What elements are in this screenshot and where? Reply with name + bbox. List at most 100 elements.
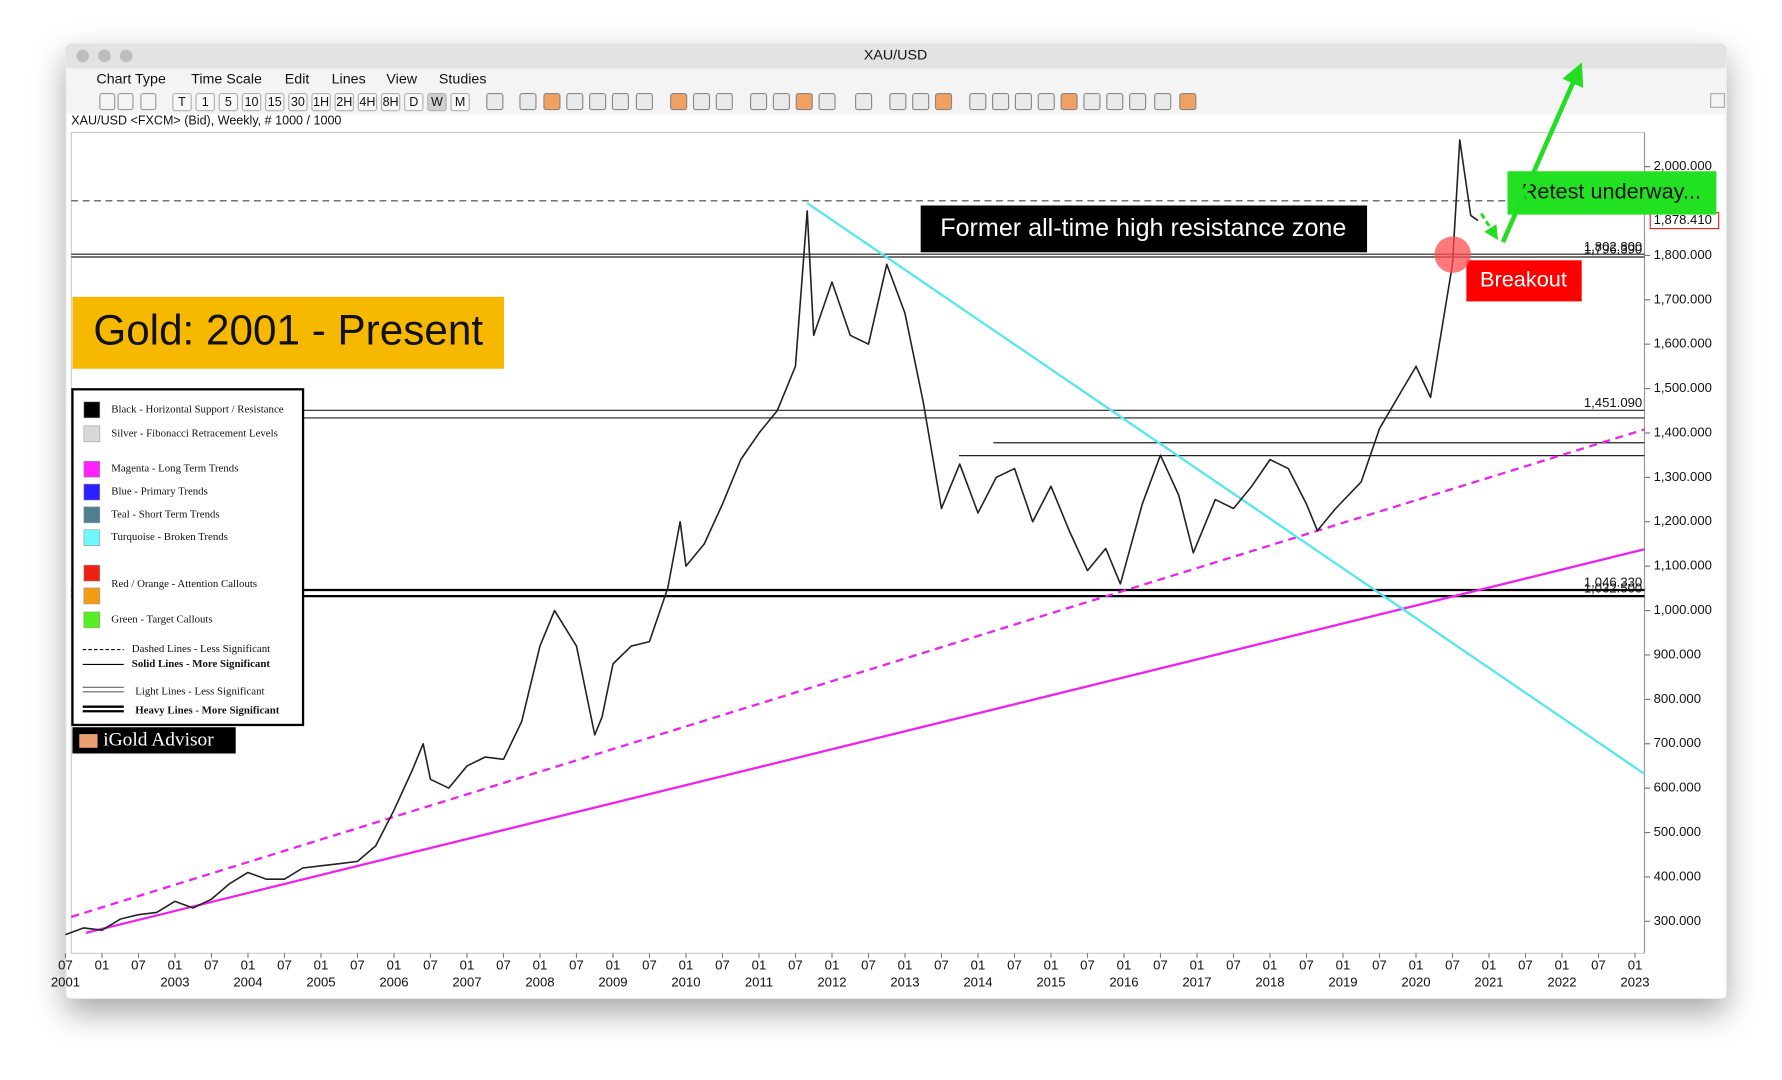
toolbar-button[interactable] <box>311 93 331 112</box>
menu-item[interactable]: Studies <box>439 72 487 88</box>
toolbar-button[interactable] <box>380 93 401 112</box>
retest-arrow <box>1480 212 1498 241</box>
trendline <box>806 202 1646 775</box>
toolbar-icon[interactable] <box>912 93 930 111</box>
toolbar-icon[interactable] <box>611 93 629 111</box>
legend-swatch <box>83 506 101 524</box>
y-tick-label: 1,100.000 <box>1654 558 1712 573</box>
toolbar-button[interactable] <box>218 93 239 112</box>
x-tick-label: 07 <box>715 957 730 972</box>
toolbar-button[interactable] <box>427 93 447 112</box>
toolbar-icon[interactable] <box>818 93 836 111</box>
toolbar-icon[interactable] <box>1154 93 1172 111</box>
menu-item[interactable]: Lines <box>332 72 366 88</box>
x-tick-label: 07 <box>350 957 365 972</box>
toolbar-icon[interactable] <box>934 93 953 111</box>
x-tick-label: 01 <box>752 957 767 972</box>
toolbar-button[interactable] <box>172 93 192 112</box>
x-year-label: 2014 <box>963 974 992 989</box>
toolbar-icon[interactable] <box>1129 93 1147 111</box>
x-year-label: 2018 <box>1255 974 1284 989</box>
toolbar-icon[interactable] <box>543 93 561 111</box>
toolbar-icon[interactable] <box>715 93 733 111</box>
toolbar-icon[interactable] <box>692 93 711 111</box>
toolbar-icon[interactable] <box>117 93 134 111</box>
brand-box <box>72 727 236 754</box>
x-tick-label: 01 <box>533 957 548 972</box>
toolbar-label: D <box>409 95 418 109</box>
minimize-button[interactable] <box>98 49 111 63</box>
x-tick-label: 07 <box>1007 957 1022 972</box>
toolbar-icon[interactable] <box>635 93 653 111</box>
legend-line-label: Dashed Lines - Less Significant <box>132 643 270 655</box>
toolbar-icon[interactable] <box>140 93 157 111</box>
close-button[interactable] <box>76 49 89 63</box>
toolbar-button[interactable] <box>404 93 424 112</box>
x-tick-label: 07 <box>1372 957 1387 972</box>
menu-item[interactable]: Chart Type <box>96 72 166 88</box>
toolbar-button[interactable] <box>450 93 470 112</box>
menu-item[interactable]: View <box>386 72 417 88</box>
toolbar-icon[interactable] <box>1060 93 1078 111</box>
brand-label: iGold Advisor <box>103 729 214 750</box>
x-tick-label: 01 <box>460 957 475 972</box>
toolbar-icon[interactable] <box>772 93 790 111</box>
toolbar-icon[interactable] <box>1014 93 1032 111</box>
x-year-label: 2005 <box>306 974 335 989</box>
x-tick-label: 07 <box>934 957 949 972</box>
menu-item[interactable]: Time Scale <box>191 72 262 88</box>
legend-swatch <box>83 460 101 478</box>
legend-label: Turquoise - Broken Trends <box>111 531 228 543</box>
x-year-label: 2008 <box>525 974 554 989</box>
x-year-label: 2011 <box>745 974 773 989</box>
x-year-label: 2015 <box>1036 974 1065 989</box>
panel-icon[interactable] <box>1710 93 1725 108</box>
x-tick-label: 01 <box>898 957 913 972</box>
y-tick-label: 1,500.000 <box>1654 380 1712 395</box>
toolbar-icon[interactable] <box>1083 93 1101 111</box>
toolbar-icon[interactable] <box>1037 93 1055 111</box>
toolbar-button[interactable] <box>241 93 262 112</box>
toolbar-icon[interactable] <box>519 93 537 111</box>
toolbar-button[interactable] <box>265 93 285 112</box>
toolbar-label: 10 <box>245 95 259 109</box>
zoom-button[interactable] <box>119 49 133 63</box>
toolbar-icon[interactable] <box>855 93 873 111</box>
menu-item[interactable]: Edit <box>285 72 310 88</box>
y-tick-label: 2,000.000 <box>1654 158 1712 173</box>
toolbar-icon[interactable] <box>1106 93 1124 111</box>
toolbar-icon[interactable] <box>795 93 813 111</box>
y-tick-label: 300.000 <box>1654 913 1701 928</box>
resistance-box <box>920 205 1368 253</box>
legend-swatch <box>83 587 101 605</box>
toolbar-icon[interactable] <box>992 93 1010 111</box>
current-price-label: 1,878.410 <box>1654 212 1712 227</box>
level-label: 1,046.330 <box>1584 575 1642 590</box>
x-tick-label: 01 <box>241 957 256 972</box>
toolbar-icon[interactable] <box>486 93 504 111</box>
x-tick-label: 07 <box>1518 957 1533 972</box>
toolbar-button[interactable] <box>195 93 215 112</box>
x-tick-label: 01 <box>1628 957 1643 972</box>
toolbar-label: 4H <box>359 95 375 109</box>
toolbar-icon[interactable] <box>566 93 584 111</box>
toolbar-icon[interactable] <box>889 93 907 111</box>
x-tick-label: 07 <box>1299 957 1314 972</box>
toolbar-icon[interactable] <box>969 93 987 111</box>
x-tick-label: 07 <box>1591 957 1606 972</box>
level-label: 1,451.090 <box>1584 395 1642 410</box>
toolbar-label: 5 <box>225 95 232 109</box>
toolbar-icon[interactable] <box>670 93 688 111</box>
toolbar-icon[interactable] <box>99 93 116 111</box>
toolbar-icon[interactable] <box>589 93 607 111</box>
x-tick-label: 01 <box>825 957 840 972</box>
toolbar-button[interactable] <box>357 93 378 112</box>
x-year-label: 2001 <box>51 974 80 989</box>
toolbar-icon[interactable] <box>1179 93 1197 111</box>
price-line <box>65 139 1479 936</box>
x-tick-label: 01 <box>387 957 402 972</box>
y-tick-label: 500.000 <box>1654 824 1701 839</box>
toolbar-button[interactable] <box>288 93 308 112</box>
toolbar-button[interactable] <box>334 93 354 112</box>
toolbar-icon[interactable] <box>750 93 768 111</box>
